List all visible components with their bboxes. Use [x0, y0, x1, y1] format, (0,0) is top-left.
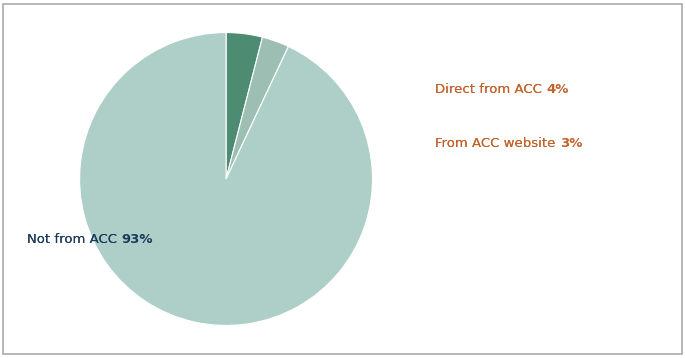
Text: Direct from ACC 4%: Direct from ACC 4%	[435, 83, 567, 96]
Text: Not from ACC: Not from ACC	[27, 233, 122, 246]
Wedge shape	[226, 33, 262, 179]
Text: 93%: 93%	[122, 233, 153, 246]
Text: Direct from ACC: Direct from ACC	[435, 83, 546, 96]
Text: From ACC website: From ACC website	[435, 137, 560, 150]
Text: 4%: 4%	[546, 83, 569, 96]
Text: From ACC website: From ACC website	[435, 137, 560, 150]
Text: 3%: 3%	[560, 137, 582, 150]
Text: Not from ACC 93%: Not from ACC 93%	[27, 233, 151, 246]
Text: From ACC website 3%: From ACC website 3%	[435, 137, 581, 150]
Wedge shape	[79, 33, 373, 325]
Text: Direct from ACC: Direct from ACC	[435, 83, 546, 96]
Wedge shape	[226, 37, 288, 179]
Text: Not from ACC: Not from ACC	[27, 233, 122, 246]
